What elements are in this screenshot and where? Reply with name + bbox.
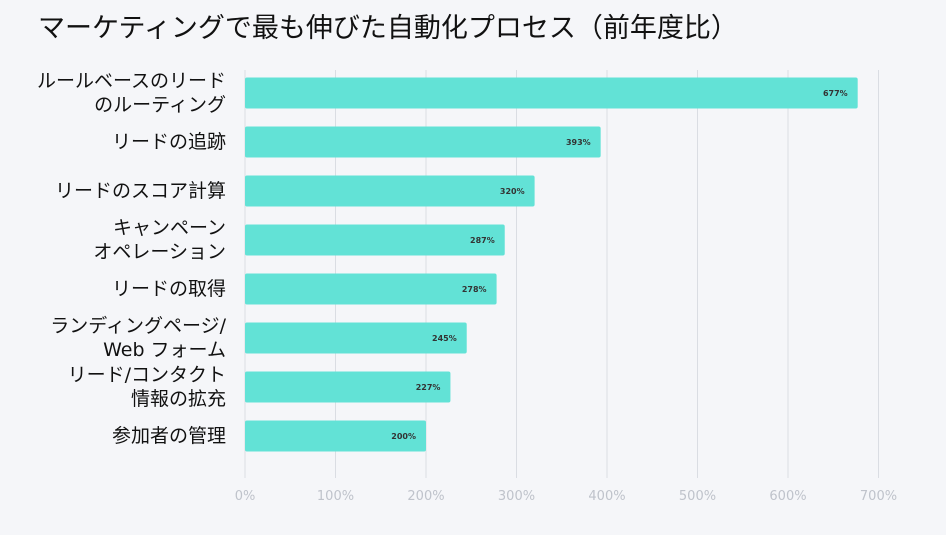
category-label: リードのスコア計算	[0, 179, 226, 203]
x-tick-label: 600%	[769, 489, 806, 504]
x-tick-label: 0%	[235, 489, 256, 504]
category-label-line: 情報の拡充	[130, 388, 226, 410]
category-label: リードの取得	[0, 277, 226, 301]
category-label: 参加者の管理	[0, 424, 226, 448]
x-tick-label: 100%	[317, 489, 354, 504]
category-label-line: ルールベースのリード	[36, 70, 226, 92]
category-label: ルールベースのリード のルーティング	[0, 69, 226, 117]
data-label: 320%	[500, 187, 525, 196]
data-label: 287%	[470, 236, 495, 245]
category-label-line: リード/コンタクト	[67, 364, 226, 386]
bar-0	[245, 77, 858, 109]
x-tick-label: 200%	[407, 489, 444, 504]
bar-2	[245, 175, 535, 207]
data-label: 227%	[416, 383, 441, 392]
category-label-line: ランディングページ/	[50, 315, 226, 337]
x-tick-label: 700%	[860, 489, 897, 504]
category-label-line: リードのスコア計算	[54, 180, 226, 202]
category-label-line: キャンペーン	[112, 217, 226, 239]
category-label-line: のルーティング	[94, 94, 226, 116]
category-label: ランディングページ/Web フォーム	[0, 314, 226, 362]
bar-7	[245, 420, 426, 452]
bar-1	[245, 126, 601, 158]
category-label-line: リードの追跡	[111, 131, 226, 153]
category-label-line: Web フォーム	[103, 339, 226, 361]
category-label: キャンペーン オペレーション	[0, 216, 226, 264]
x-tick-label: 500%	[679, 489, 716, 504]
bar-5	[245, 322, 467, 354]
data-label: 677%	[823, 89, 848, 98]
chart-title: マーケティングで最も伸びた自動化プロセス（前年度比）	[38, 13, 738, 44]
category-label: リード/コンタクト 情報の拡充	[0, 363, 226, 411]
category-labels: ルールベースのリード のルーティングリードの追跡リードのスコア計算キャンペーン オペ…	[0, 0, 232, 535]
bar-3	[245, 224, 505, 256]
bar-4	[245, 273, 497, 305]
category-label-line: 参加者の管理	[111, 425, 226, 447]
x-tick-label: 300%	[498, 489, 535, 504]
data-label: 393%	[566, 138, 591, 147]
category-label-line: オペレーション	[93, 241, 226, 263]
data-label: 200%	[391, 432, 416, 441]
category-label-line: リードの取得	[111, 278, 226, 300]
data-label: 245%	[432, 334, 457, 343]
data-label: 278%	[462, 285, 487, 294]
x-tick-label: 400%	[588, 489, 625, 504]
bar-6	[245, 371, 451, 403]
category-label: リードの追跡	[0, 130, 226, 154]
